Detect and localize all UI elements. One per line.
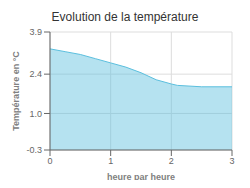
svg-text:1: 1 bbox=[108, 156, 113, 166]
svg-text:3.9: 3.9 bbox=[29, 27, 42, 37]
svg-text:0: 0 bbox=[47, 156, 52, 166]
svg-text:3: 3 bbox=[229, 156, 234, 166]
svg-text:2.4: 2.4 bbox=[29, 69, 42, 79]
svg-text:2: 2 bbox=[169, 156, 174, 166]
html-text:Evolution de la température: Evolution de la température bbox=[51, 10, 199, 24]
svg-text:Température en °C: Température en °C bbox=[11, 51, 21, 131]
svg-text:1.0: 1.0 bbox=[29, 109, 42, 119]
svg-text:heure par heure: heure par heure bbox=[107, 172, 175, 180]
svg-text:-0.3: -0.3 bbox=[26, 145, 42, 155]
